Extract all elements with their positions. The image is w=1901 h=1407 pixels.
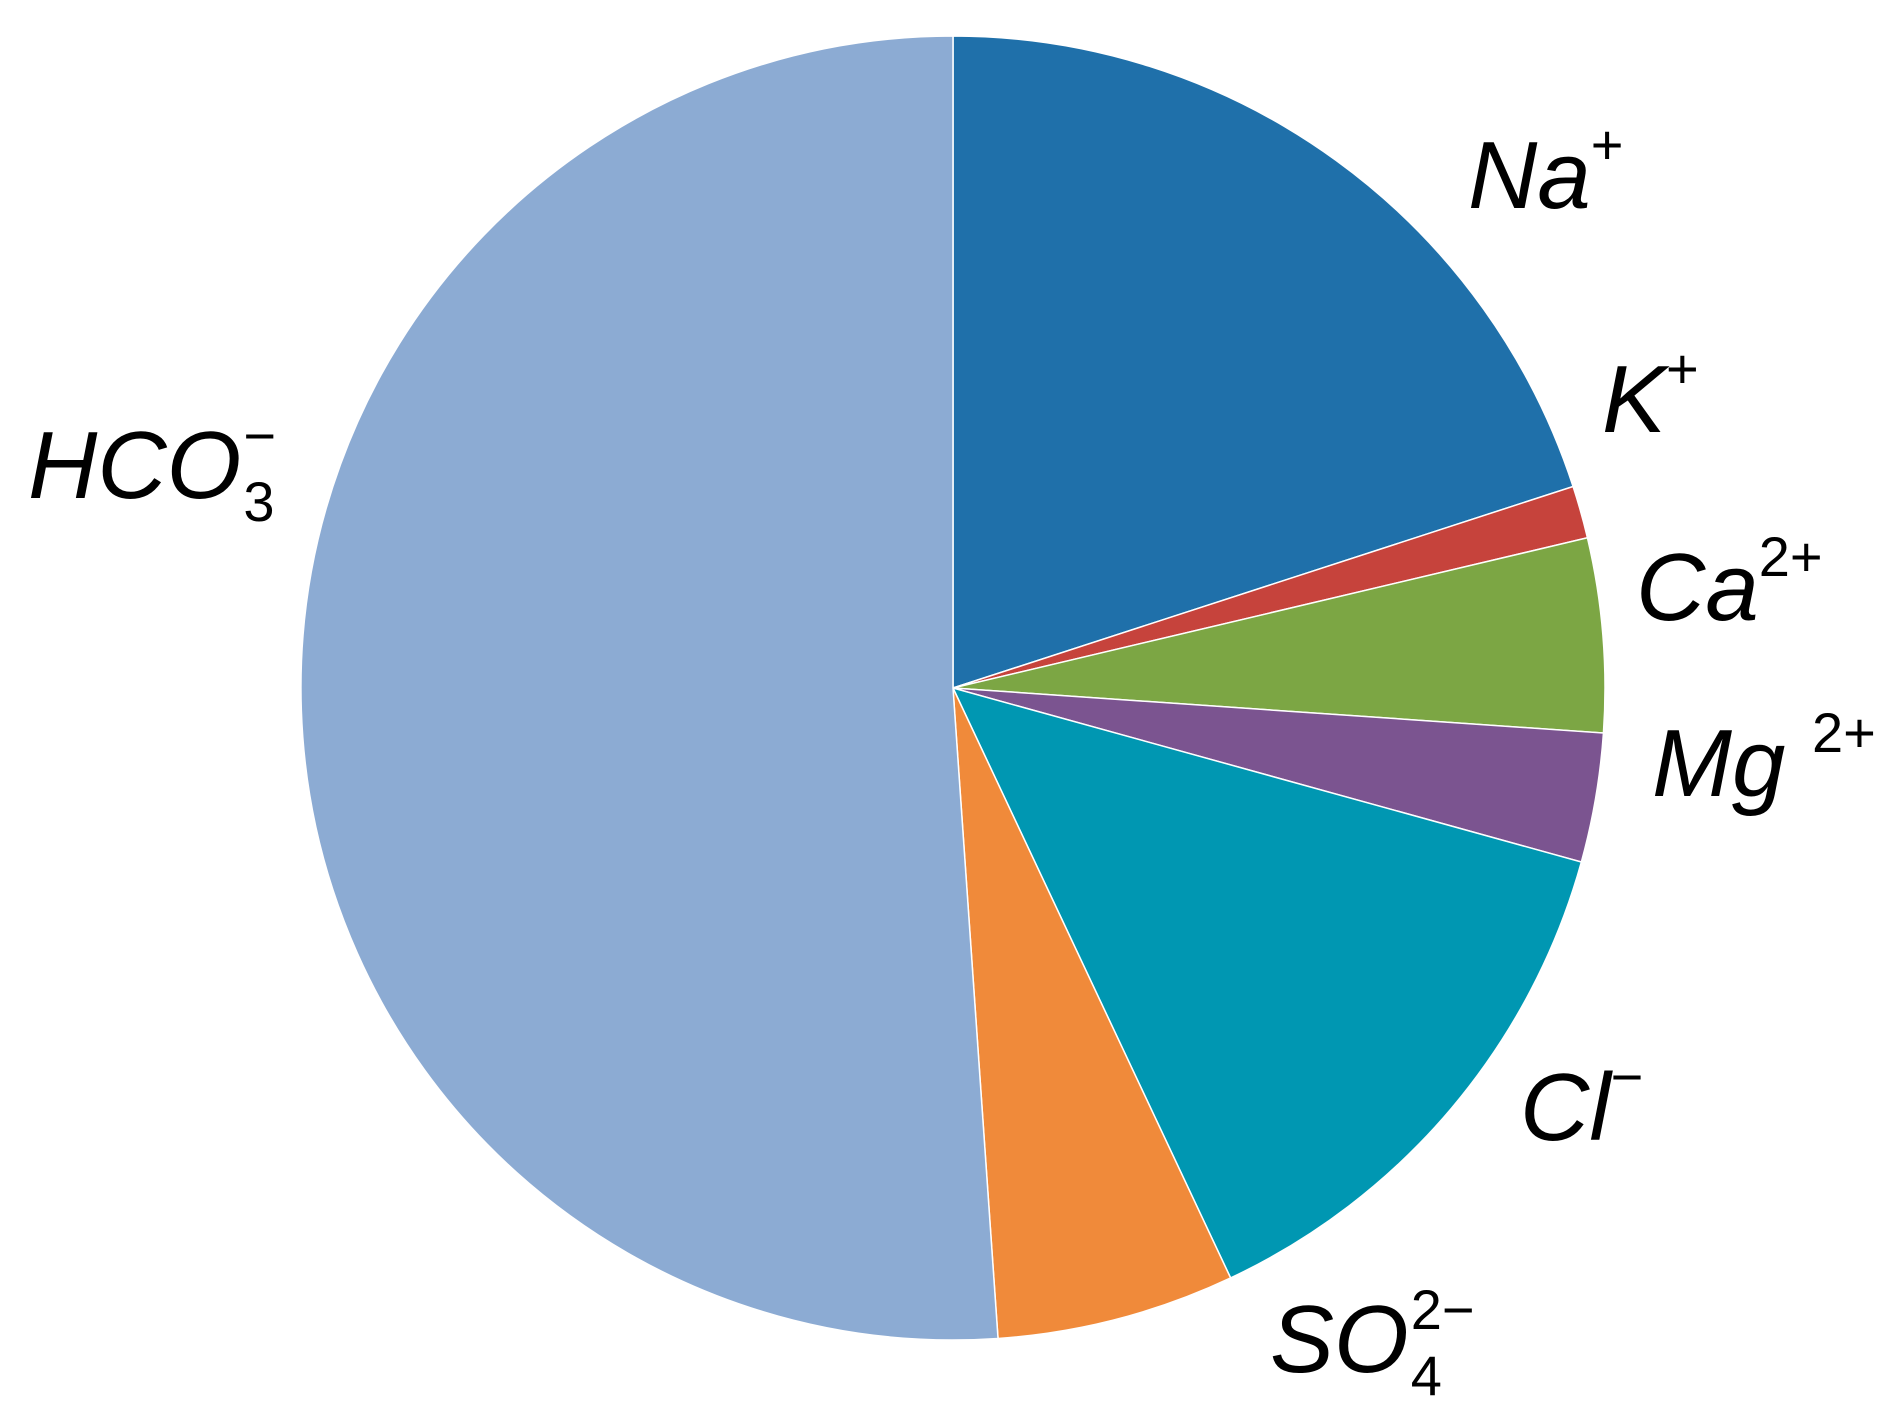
label-cl: Cl−: [1520, 1045, 1644, 1161]
pie-slice-so4: [952, 687, 1232, 1340]
label-na: Na+: [1468, 113, 1624, 229]
pie-slice-cl: [951, 686, 1583, 1279]
pie-slice-hco3: [300, 35, 999, 1341]
label-k: K+: [1602, 337, 1699, 453]
label-mg: Mg 2+: [1652, 701, 1876, 817]
pie-slice-ca: [952, 536, 1606, 734]
label-so4: SO 2− 4: [1270, 1278, 1475, 1407]
label-ca: Ca2+: [1636, 525, 1823, 641]
pie-slice-na: [952, 35, 1575, 690]
pie-slices: [300, 35, 1606, 1341]
label-hco3: HCO −3: [28, 404, 277, 533]
